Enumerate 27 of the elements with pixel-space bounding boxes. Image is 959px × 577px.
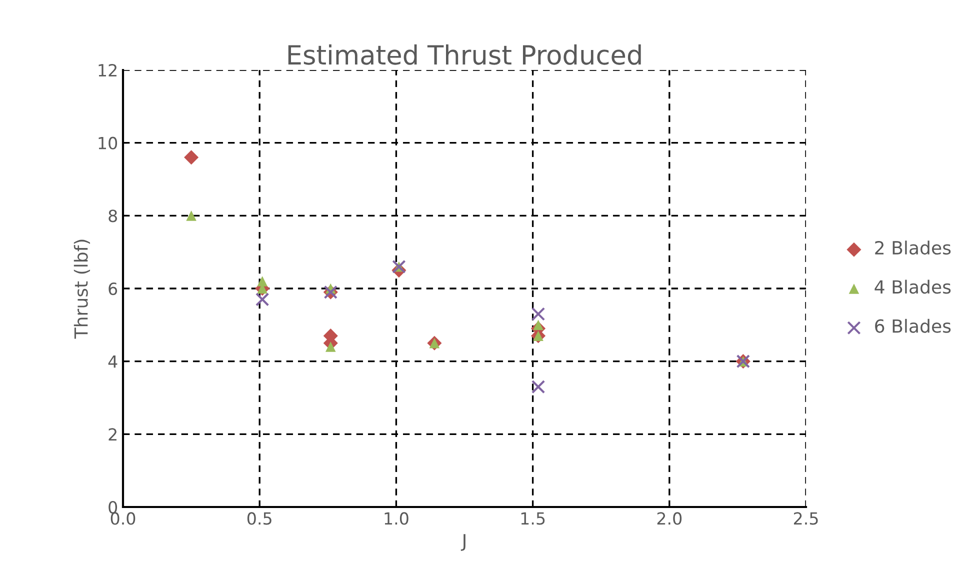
- y-tick-label: 2: [108, 428, 116, 440]
- y-tick-label: 6: [108, 282, 118, 296]
- x-axis-title: J: [460, 534, 466, 551]
- y-tick-label: 12: [98, 64, 116, 76]
- chart-title: Estimated Thrust Produced: [288, 44, 641, 65]
- point: [257, 276, 268, 286]
- x-tick-label: 1.0: [384, 512, 408, 525]
- point: [255, 292, 270, 306]
- point: [184, 150, 199, 165]
- legend-label: 6 Blades: [875, 318, 951, 333]
- point: [325, 342, 336, 352]
- x-tick-label: 2.5: [794, 512, 818, 525]
- y-tick-label: 10: [98, 136, 118, 150]
- point: [533, 320, 544, 330]
- point: [531, 307, 546, 321]
- y-tick-label: 0: [108, 500, 118, 514]
- x-tick-label: 0.0: [110, 512, 136, 525]
- legend-label: 2 Blades: [875, 240, 951, 255]
- x-tick-label: 0.5: [247, 512, 272, 525]
- x-tick-label: 2.0: [657, 512, 682, 525]
- y-axis-title: Thrust (lbf): [74, 240, 90, 339]
- y-tick-label: 4: [108, 356, 118, 368]
- x-tick-label: 1.5: [521, 512, 545, 525]
- point: [186, 210, 196, 221]
- legend-label: 4 Blades: [874, 280, 951, 294]
- y-tick-label: 8: [108, 210, 117, 222]
- point: [531, 380, 546, 394]
